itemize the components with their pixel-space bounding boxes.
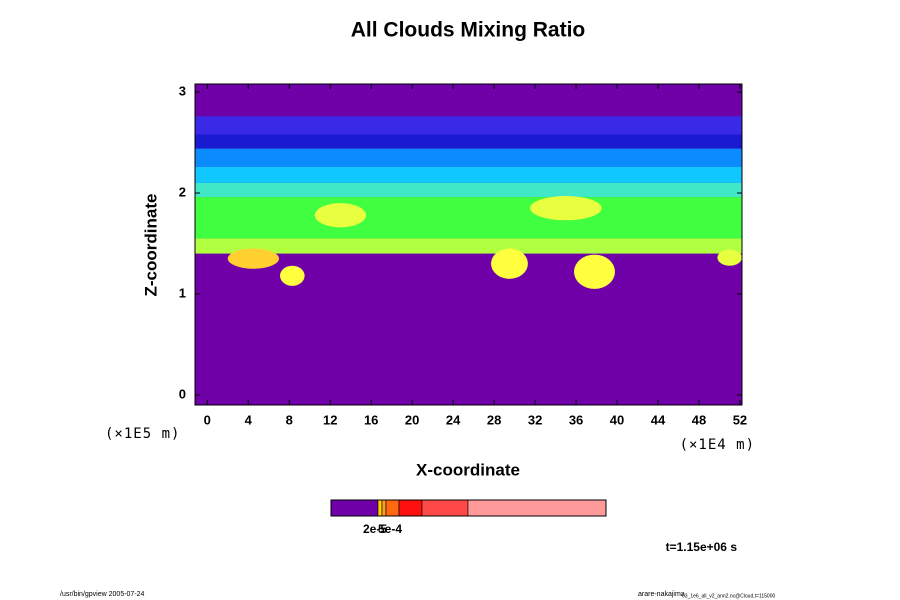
y-tick-label: 3 — [179, 84, 186, 99]
cloud-patch — [314, 203, 367, 228]
y-unit: (×1E5 m) — [105, 426, 180, 442]
colorbar-label: 2e-5 — [363, 522, 387, 536]
x-tick-label: 20 — [405, 412, 419, 427]
contour-band — [195, 182, 742, 198]
y-axis-label: Z-coordinate — [141, 194, 160, 297]
x-tick-label: 48 — [692, 412, 706, 427]
colorbar-label: 5e-4 — [378, 522, 402, 536]
contour-band — [195, 116, 742, 135]
x-tick-label: 4 — [245, 412, 253, 427]
colorbar-segment — [330, 499, 379, 517]
cloud-patch — [227, 248, 279, 269]
x-unit: (×1E4 m) — [680, 437, 755, 453]
x-tick-label: 40 — [610, 412, 624, 427]
y-tick-label: 1 — [179, 285, 186, 300]
cloud-patch — [574, 254, 615, 289]
contour-band — [195, 134, 742, 149]
contour-band — [195, 197, 742, 239]
y-tick-label: 0 — [179, 386, 186, 401]
footer-file: 03_1e6_all_v2_ann2.nc@Cloud,t=115000 — [682, 593, 775, 599]
cloud-patch — [491, 248, 528, 279]
contour-band — [195, 148, 742, 167]
x-tick-label: 0 — [204, 412, 211, 427]
cloud-patch — [280, 265, 305, 286]
time-label: t=1.15e+06 s — [666, 540, 738, 554]
cloud-patch — [529, 196, 602, 221]
x-tick-label: 16 — [364, 412, 378, 427]
x-tick-label: 8 — [286, 412, 293, 427]
colorbar-segment — [398, 499, 423, 517]
colorbar-segment — [421, 499, 469, 517]
x-tick-label: 12 — [323, 412, 337, 427]
x-tick-label: 32 — [528, 412, 542, 427]
contour-band — [195, 238, 742, 254]
plot-frame — [194, 83, 743, 406]
colorbar-segment — [467, 499, 607, 517]
colorbar-segment — [381, 499, 387, 517]
chart-title: All Clouds Mixing Ratio — [351, 19, 586, 42]
x-tick-label: 52 — [733, 412, 747, 427]
x-tick-label: 24 — [446, 412, 461, 427]
x-tick-label: 44 — [651, 412, 666, 427]
footer-right: arare-nakajima — [638, 591, 685, 598]
x-axis-label: X-coordinate — [416, 460, 520, 479]
plot-area — [195, 84, 742, 405]
footer-left: /usr/bin/gpview 2005-07-24 — [60, 591, 145, 598]
colorbar-segment — [385, 499, 400, 517]
x-tick-label: 36 — [569, 412, 583, 427]
contour-band — [195, 166, 742, 183]
y-tick-label: 2 — [179, 184, 186, 199]
x-tick-label: 28 — [487, 412, 501, 427]
colorbar-segment — [377, 499, 383, 517]
colorbar-frame — [330, 499, 607, 517]
cloud-patch — [717, 249, 742, 266]
